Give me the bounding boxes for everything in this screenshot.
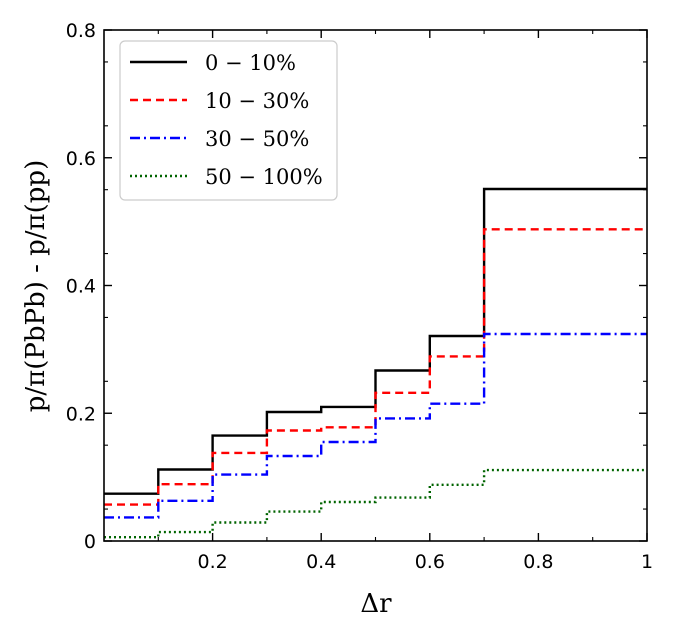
x-tick-label: 0.8 — [523, 551, 553, 573]
legend: 0 − 10% 10 − 30% 30 − 50% 50 − 100% — [119, 40, 338, 201]
x-tick-label: 1 — [641, 551, 653, 573]
x-tick-label: 0.4 — [306, 551, 336, 573]
series-line-4 — [104, 468, 647, 539]
legend-label-1: 0 − 10% — [205, 51, 296, 75]
series-line-3 — [104, 332, 647, 519]
y-tick-label: 0.4 — [66, 276, 96, 298]
x-tick-label: 0.6 — [415, 551, 445, 573]
legend-label-4: 50 − 100% — [205, 165, 323, 189]
x-axis-title: Δr — [360, 589, 392, 619]
legend-box — [119, 40, 338, 201]
y-tick-label: 0 — [84, 531, 96, 553]
series-line-2 — [104, 228, 647, 506]
legend-label-2: 10 − 30% — [205, 89, 309, 113]
y-tick-label: 0.8 — [66, 20, 96, 42]
legend-label-3: 30 − 50% — [205, 127, 309, 151]
x-tick-label: 0.2 — [197, 551, 227, 573]
series-layer — [104, 187, 647, 539]
series-line-1 — [104, 187, 647, 495]
ticks-layer: 0.2 0.4 0.6 0.8 1 0 0.2 0.4 0.6 0.8 — [66, 20, 653, 573]
y-tick-label: 0.6 — [66, 148, 96, 170]
y-tick-label: 0.2 — [66, 403, 96, 425]
y-axis-title: p/π(PbPb) - p/π(pp) — [21, 160, 51, 412]
